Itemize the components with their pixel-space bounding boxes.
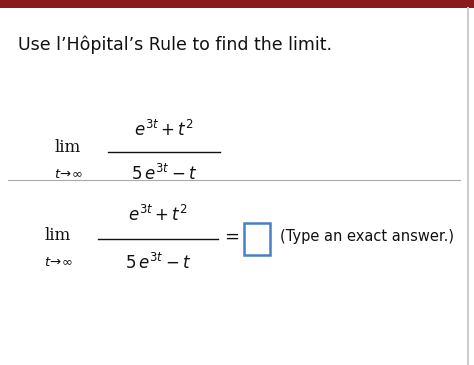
- Text: $e^{3t}+t^{2}$: $e^{3t}+t^{2}$: [134, 120, 194, 140]
- Text: lim: lim: [45, 227, 71, 243]
- Text: $5\,e^{3t}-t$: $5\,e^{3t}-t$: [131, 164, 197, 184]
- Text: (Type an exact answer.): (Type an exact answer.): [280, 228, 454, 243]
- Text: $t\!\rightarrow\!\infty$: $t\!\rightarrow\!\infty$: [54, 168, 82, 181]
- Text: $t\!\rightarrow\!\infty$: $t\!\rightarrow\!\infty$: [44, 257, 73, 269]
- Text: lim: lim: [55, 139, 81, 157]
- Text: $e^{3t}+t^{2}$: $e^{3t}+t^{2}$: [128, 205, 188, 225]
- Text: $=$: $=$: [221, 227, 239, 245]
- FancyBboxPatch shape: [244, 223, 270, 255]
- Text: Use l’Hôpital’s Rule to find the limit.: Use l’Hôpital’s Rule to find the limit.: [18, 35, 332, 54]
- Bar: [0, 0, 474, 8]
- Text: $5\,e^{3t}-t$: $5\,e^{3t}-t$: [125, 253, 191, 273]
